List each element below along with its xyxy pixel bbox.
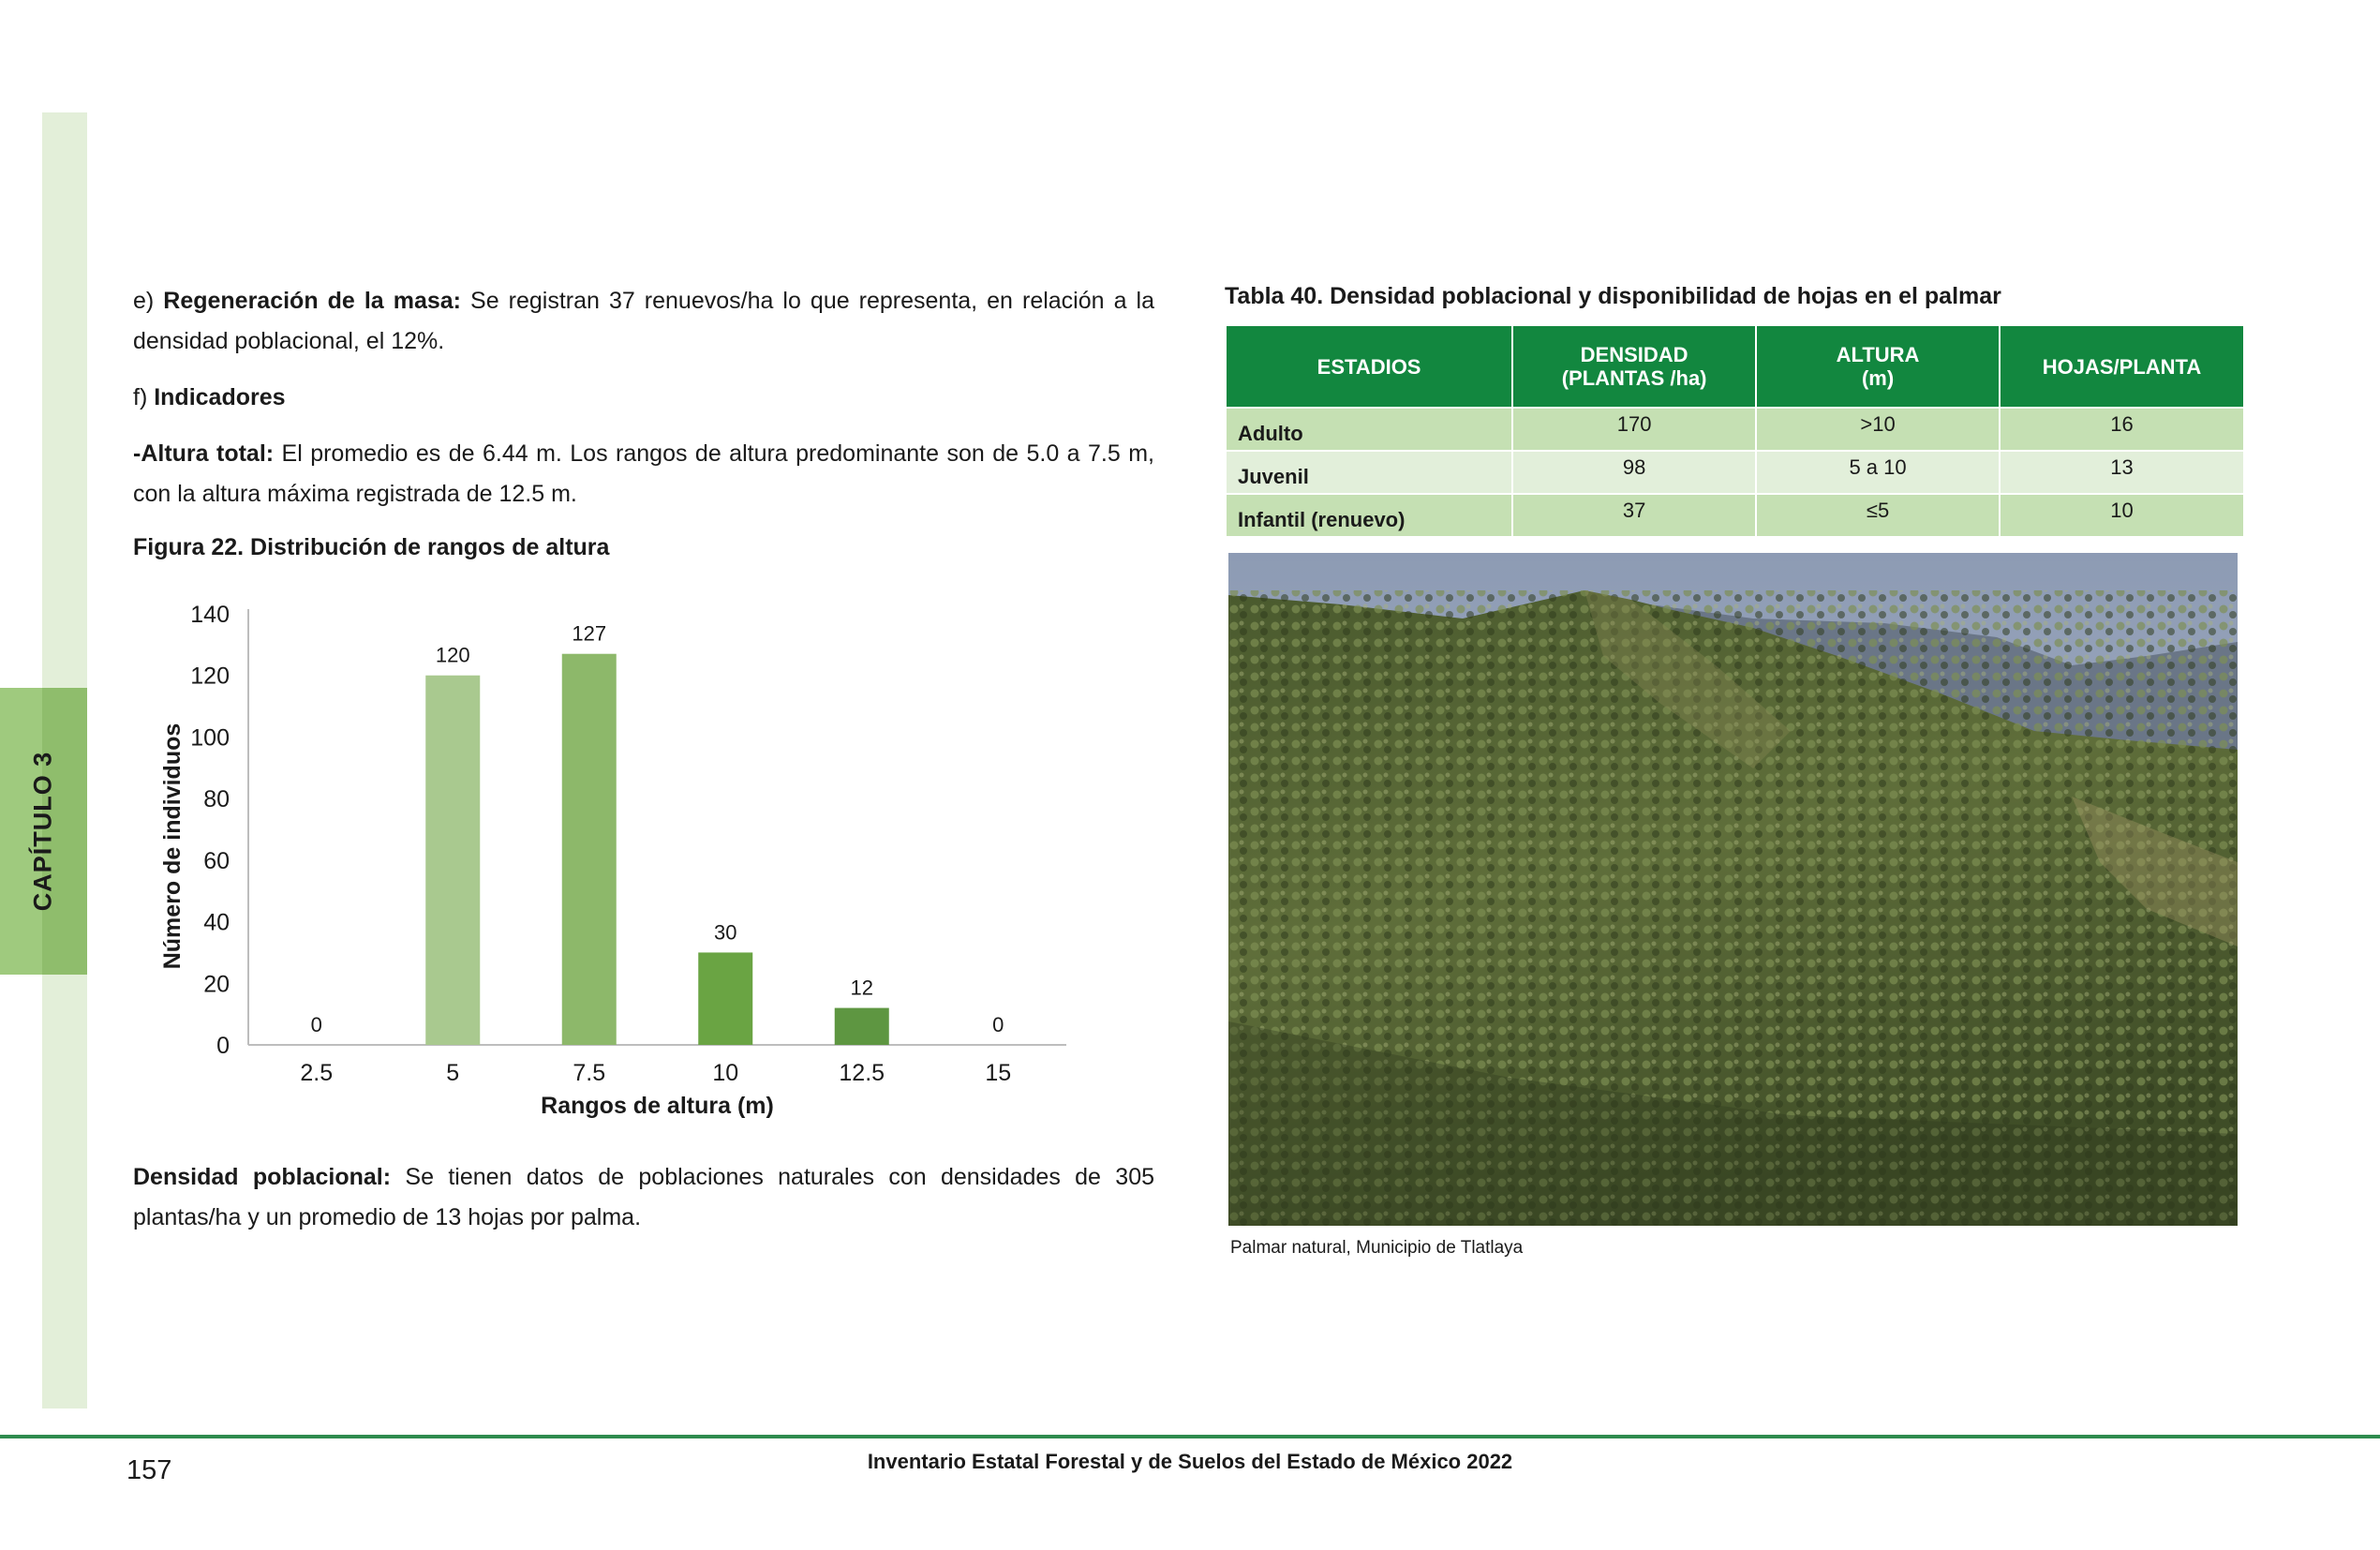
header-altura: ALTURA (m) [1756,326,2001,408]
header-estadios: ESTADIOS [1227,326,1514,408]
paragraph-densidad: Densidad poblacional: Se tienen datos de… [133,1157,1154,1238]
x-tick-label: 5 [446,1060,459,1086]
table-header-row: ESTADIOS DENSIDAD (PLANTAS /ha) ALTURA (m)… [1227,326,2243,408]
cell-stage: Infantil (renuevo) [1227,493,1514,536]
x-tick-label: 7.5 [573,1060,605,1086]
header-densidad: DENSIDAD (PLANTAS /ha) [1512,326,1758,408]
data-label: 120 [436,644,470,667]
paragraph-densidad-wrapper: Densidad poblacional: Se tienen datos de… [133,1157,1154,1254]
y-tick-label: 20 [203,971,230,997]
footer-title: Inventario Estatal Forestal y de Suelos … [867,1450,1513,1473]
cell-density: 37 [1512,493,1758,536]
paragraph-text: El promedio es de 6.44 m. Los rangos de … [133,440,1154,507]
header-line: HOJAS/PLANTA [2042,354,2202,379]
cell-height: ≤5 [1756,493,2001,536]
header-line: ESTADIOS [1316,354,1421,379]
data-label: 127 [572,622,606,646]
left-column: e) Regeneración de la masa: Se registran… [133,281,1154,530]
cell-density: 170 [1512,407,1758,451]
cell-leaves: 16 [2000,407,2243,451]
header-line: DENSIDAD [1580,343,1688,366]
chapter-tab [0,688,87,975]
data-label: 12 [851,976,873,1000]
y-tick-label: 80 [203,786,230,812]
y-tick-label: 140 [190,602,230,628]
table-row: Adulto 170 >10 16 [1227,407,2243,451]
cell-density: 98 [1512,450,1758,494]
bar [561,653,617,1045]
y-tick-label: 40 [203,910,230,936]
paragraph-text: Se tienen datos de poblaciones naturales… [133,1164,1155,1230]
cell-height: >10 [1756,407,2001,451]
cell-height: 5 a 10 [1756,450,2001,494]
data-label: 0 [992,1013,1004,1036]
y-axis-title: Número de individuos [159,723,186,970]
y-tick-label: 60 [203,848,230,874]
footer-divider [0,1435,2380,1438]
chapter-tab-inner [42,688,87,975]
bold-term: Indicadores [154,384,286,410]
cell-leaves: 10 [2000,493,2243,536]
page-number: 157 [126,1455,172,1485]
bold-term: Regeneración de la masa: [163,288,461,314]
palm-forest-photo [1228,553,2238,1226]
x-axis-title: Rangos de altura (m) [541,1093,774,1119]
height-range-chart: 0 20 40 60 80 100 120 140 0 2.5 120 5 127 7.5 30 10 12 12… [159,602,1066,1119]
header-line: (PLANTAS /ha) [1561,366,1707,390]
header-hojas: HOJAS/PLANTA [2000,326,2243,408]
table-row: Juvenil 98 5 a 10 13 [1227,450,2243,494]
cell-leaves: 13 [2000,450,2243,494]
paragraph-text: Se registran 37 renuevos/ha lo que repre… [133,288,1154,354]
figure-title: Figura 22. Distribución de rangos de alt… [133,534,610,560]
density-table: ESTADIOS DENSIDAD (PLANTAS /ha) ALTURA (m)… [1227,326,2243,536]
y-tick-label: 100 [190,724,230,751]
bar [698,952,753,1045]
y-tick-label: 120 [190,663,230,690]
bar [834,1007,889,1045]
item-prefix: f) [133,384,155,410]
table-title: Tabla 40. Densidad poblacional y disponi… [1225,283,2001,309]
data-label: 0 [311,1013,322,1036]
chapter-label: CAPÍTULO 3 [28,751,57,912]
header-line: ALTURA [1836,343,1920,366]
cell-stage: Juvenil [1227,450,1514,494]
x-tick-label: 15 [985,1060,1011,1086]
item-prefix: e) [133,288,164,314]
cell-stage: Adulto [1227,407,1514,451]
table-row: Infantil (renuevo) 37 ≤5 10 [1227,493,2243,536]
y-tick-label: 0 [216,1033,230,1059]
data-label: 30 [714,920,736,944]
x-tick-label: 10 [712,1060,738,1086]
photo-caption: Palmar natural, Municipio de Tlatlaya [1230,1238,1524,1258]
paragraph-indicadores: f) Indicadores [133,378,1154,418]
x-tick-label: 12.5 [839,1060,885,1086]
bar [425,675,481,1045]
x-tick-label: 2.5 [300,1060,333,1086]
bold-term: -Altura total: [133,440,275,467]
header-line: (m) [1861,366,1895,390]
paragraph-regeneracion: e) Regeneración de la masa: Se registran… [133,281,1154,362]
paragraph-altura: -Altura total: El promedio es de 6.44 m.… [133,434,1154,514]
bold-term: Densidad poblacional: [133,1164,392,1190]
